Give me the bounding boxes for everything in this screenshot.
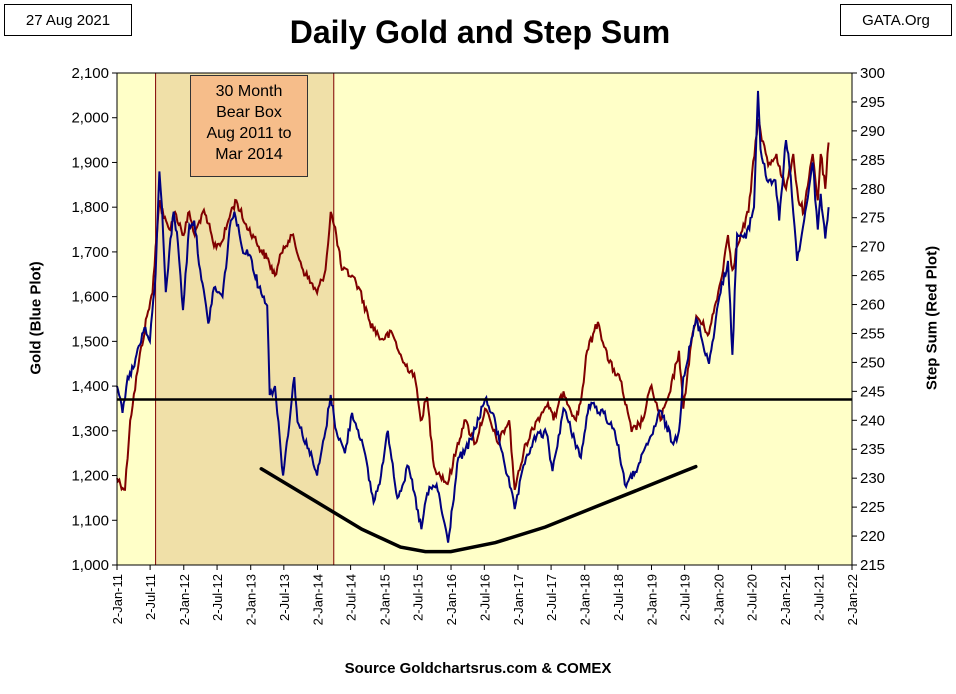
- x-tick-label: 2-Jan-16: [444, 574, 459, 625]
- y-right-tick-label: 225: [860, 499, 885, 516]
- y-axis-left-label: Gold (Blue Plot): [27, 261, 45, 375]
- annotation-line: Mar 2014: [215, 146, 283, 163]
- x-tick-label: 2-Jul-14: [344, 574, 359, 621]
- y-left-tick-label: 1,200: [71, 468, 109, 485]
- y-left-tick-label: 1,500: [71, 333, 109, 350]
- y-right-tick-label: 240: [860, 412, 885, 429]
- x-tick-label: 2-Jul-17: [544, 574, 559, 621]
- y-right-tick-label: 230: [860, 470, 885, 487]
- x-tick-label: 2-Jan-14: [310, 574, 325, 625]
- y-right-tick-label: 220: [860, 528, 885, 545]
- y-axis-left-ticks: 1,000 1,100 1,200 1,300 1,400 1,500 1,600 1,700…: [71, 65, 117, 574]
- x-tick-label: 2-Jan-21: [778, 574, 793, 625]
- x-tick-label: 2-Jan-19: [645, 574, 660, 625]
- y-left-tick-label: 1,300: [71, 423, 109, 440]
- y-left-tick-label: 1,900: [71, 154, 109, 171]
- y-right-tick-label: 235: [860, 441, 885, 458]
- x-tick-label: 2-Jan-11: [110, 574, 125, 624]
- bear-box-annotation: 30 Month Bear Box Aug 2011 to Mar 2014: [190, 75, 308, 177]
- annotation-line: 30 Month: [215, 83, 283, 100]
- plot-border: [116, 72, 853, 566]
- x-tick-label: 2-Jul-18: [611, 574, 626, 621]
- y-axis-right-ticks: 215 220 225 230 235 240 245 250 255 260 265 270 275 2…: [852, 65, 885, 574]
- x-tick-label: 2-Jul-15: [410, 574, 425, 621]
- x-tick-label: 2-Jan-17: [511, 574, 526, 625]
- y-left-tick-label: 1,400: [71, 378, 109, 395]
- x-axis-ticks: 2-Jan-11 2-Jul-11 2-Jan-12 2-Jul-12 2-Jan-13…: [110, 565, 860, 625]
- x-tick-label: 2-Jul-13: [277, 574, 292, 621]
- y-left-tick-label: 1,800: [71, 199, 109, 216]
- x-tick-label: 2-Jul-12: [210, 574, 225, 621]
- x-tick-label: 2-Jan-20: [711, 574, 726, 625]
- y-right-tick-label: 290: [860, 123, 885, 140]
- y-right-tick-label: 215: [860, 557, 885, 574]
- y-right-tick-label: 270: [860, 239, 885, 256]
- x-tick-label: 2-Jan-13: [244, 574, 259, 625]
- chart-title: Daily Gold and Step Sum: [289, 14, 671, 50]
- y-right-tick-label: 260: [860, 297, 885, 314]
- x-tick-label: 2-Jul-19: [678, 574, 693, 621]
- gold-series-line: [116, 90, 830, 543]
- y-right-tick-label: 275: [860, 210, 885, 227]
- x-tick-label: 2-Jan-18: [578, 574, 593, 625]
- y-left-tick-label: 2,000: [71, 110, 109, 127]
- y-left-tick-label: 1,700: [71, 244, 109, 261]
- y-right-tick-label: 245: [860, 383, 885, 400]
- step-sum-series-line: [116, 118, 830, 492]
- x-tick-label: 2-Jan-22: [845, 574, 860, 625]
- y-left-tick-label: 1,100: [71, 512, 109, 529]
- y-right-tick-label: 300: [860, 65, 885, 82]
- annotation-line: Aug 2011 to: [206, 125, 292, 142]
- y-right-tick-label: 265: [860, 268, 885, 285]
- source-footer: Source Goldchartsrus.com & COMEX: [344, 660, 612, 677]
- y-left-tick-label: 2,100: [71, 65, 109, 82]
- date-label: 27 Aug 2021: [4, 4, 132, 36]
- y-right-tick-label: 255: [860, 325, 885, 342]
- y-right-tick-label: 285: [860, 152, 885, 169]
- x-tick-label: 2-Jul-11: [143, 574, 158, 620]
- y-axis-right-label: Step Sum (Red Plot): [923, 245, 941, 391]
- y-right-tick-label: 280: [860, 181, 885, 198]
- x-tick-label: 2-Jul-21: [811, 574, 826, 621]
- x-tick-label: 2-Jan-12: [177, 574, 192, 625]
- source-badge: GATA.Org: [840, 4, 952, 36]
- x-tick-label: 2-Jan-15: [377, 574, 392, 625]
- x-tick-label: 2-Jul-20: [745, 574, 760, 621]
- trend-curve: [259, 464, 698, 554]
- annotation-line: Bear Box: [216, 104, 282, 121]
- x-tick-label: 2-Jul-16: [477, 574, 492, 621]
- y-right-tick-label: 295: [860, 94, 885, 111]
- y-left-tick-label: 1,000: [71, 557, 109, 574]
- y-left-tick-label: 1,600: [71, 289, 109, 306]
- y-right-tick-label: 250: [860, 354, 885, 371]
